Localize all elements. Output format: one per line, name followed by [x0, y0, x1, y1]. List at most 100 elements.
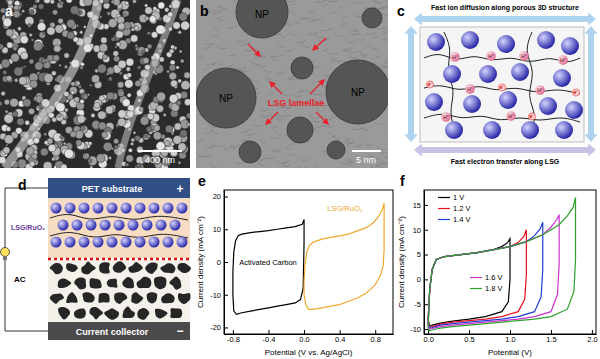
x-axis-tick-label: 1.0 [505, 335, 515, 344]
nanoparticle [10, 98, 19, 107]
activated-carbon [128, 262, 143, 273]
nanoparticle [83, 153, 89, 159]
x-axis-tick-label: 0.5 [464, 335, 474, 344]
lamella-texture [241, 139, 249, 141]
nanoparticle [79, 11, 82, 14]
lamella-texture [345, 39, 355, 43]
ion [465, 84, 475, 94]
nanoparticle [76, 140, 82, 146]
nanoparticle [103, 0, 109, 4]
nanoparticle [169, 72, 177, 80]
panel-label: e [198, 173, 206, 189]
panel-b [196, 0, 388, 168]
ruo2-particle [163, 203, 174, 214]
nanoparticle [145, 7, 153, 15]
lamella-texture [283, 160, 290, 163]
nanoparticle [0, 101, 2, 105]
lamella-texture [259, 114, 271, 117]
activated-carbon [160, 263, 175, 273]
legend-entry: 1 V [453, 193, 464, 202]
lamella-texture [240, 129, 251, 133]
lamella-texture [284, 111, 292, 116]
electron-label: e⁻ [530, 113, 535, 119]
nanoparticle [67, 32, 75, 40]
activated-carbon [98, 293, 109, 303]
nanoparticle [54, 45, 61, 52]
lamella-texture [355, 145, 361, 147]
y-axis-tick: -10 [410, 325, 428, 334]
nanoparticle [43, 31, 46, 34]
nanoparticle [41, 58, 46, 63]
nanoparticle [12, 34, 17, 39]
nanoparticle [116, 30, 124, 38]
nanoparticle [138, 46, 145, 53]
activated-carbon [82, 292, 94, 302]
lamella-texture [214, 16, 222, 20]
nanoparticle [130, 35, 137, 42]
nanoparticle [56, 114, 64, 122]
activated-carbon [137, 308, 149, 320]
nanoparticle [291, 57, 313, 79]
activated-carbon [154, 276, 166, 289]
nanoparticle [60, 135, 63, 138]
lamella-texture [266, 91, 275, 95]
panel-label: b [200, 3, 209, 19]
scale-bar [352, 150, 381, 152]
lamella-texture [352, 2, 363, 4]
nanoparticle [180, 130, 188, 138]
nanoparticle [17, 27, 21, 31]
x-axis-tick-label: -0.4 [263, 335, 276, 344]
electron [528, 113, 535, 120]
y-axis-tick-mark [224, 262, 228, 263]
nanoparticle [135, 44, 138, 47]
x-axis-title: Potential (V) [488, 348, 532, 357]
lamella-texture [377, 147, 387, 150]
lamella-texture [197, 140, 204, 142]
nanoparticle [89, 84, 92, 87]
series-label: LSG/RuO₂ [327, 204, 363, 213]
lamella-texture [265, 157, 275, 159]
y-axis-tick-label: 0 [417, 275, 421, 284]
nanoparticle [153, 132, 161, 140]
lamella-texture [290, 3, 296, 5]
wrinkle [5, 0, 98, 168]
ruo2-particle [79, 203, 90, 214]
lamella-texture [302, 43, 311, 48]
lamella-texture [348, 164, 353, 166]
nanoparticle [94, 102, 100, 108]
nanoparticle [236, 0, 288, 38]
ruo2-particle [483, 121, 501, 139]
lamella-texture [294, 95, 301, 97]
cv-curve [428, 215, 559, 329]
lamella-texture [343, 20, 349, 24]
lamella-texture [256, 63, 266, 67]
polarity: − [176, 324, 183, 338]
nanoparticle [80, 66, 84, 70]
caption: Fast ion diffusion along porous 3D struc… [431, 4, 579, 12]
electron [498, 84, 505, 91]
ion-label: H⁺ [467, 86, 473, 92]
nanoparticle [70, 131, 76, 137]
legend-swatch [438, 208, 450, 209]
particle-label: NP [351, 87, 365, 98]
electron-label: e⁻ [428, 81, 433, 87]
activated-carbon [89, 307, 103, 319]
nanoparticle [84, 0, 93, 6]
y-axis-tick-mark [424, 304, 428, 305]
lamella-texture [358, 39, 364, 41]
figure: 400 nmaNPNPNPLSG lamellae5 nmbH⁺H⁺H⁺H⁺H⁺… [0, 0, 600, 359]
ruo2-particle [553, 69, 571, 87]
activated-carbon [155, 309, 168, 319]
nanoparticle [43, 161, 52, 168]
lamella-texture [373, 0, 383, 4]
particle-label: NP [219, 93, 233, 104]
lamella-texture [280, 34, 287, 37]
nanoparticle [128, 148, 132, 152]
annotation-arrow [313, 38, 326, 50]
lamella-texture [277, 71, 286, 74]
nanoparticle [13, 11, 20, 18]
ruo2-particle [107, 203, 118, 214]
lamella-texture [199, 155, 211, 157]
lamella-texture [250, 61, 261, 65]
ruo2-particle [51, 237, 62, 248]
